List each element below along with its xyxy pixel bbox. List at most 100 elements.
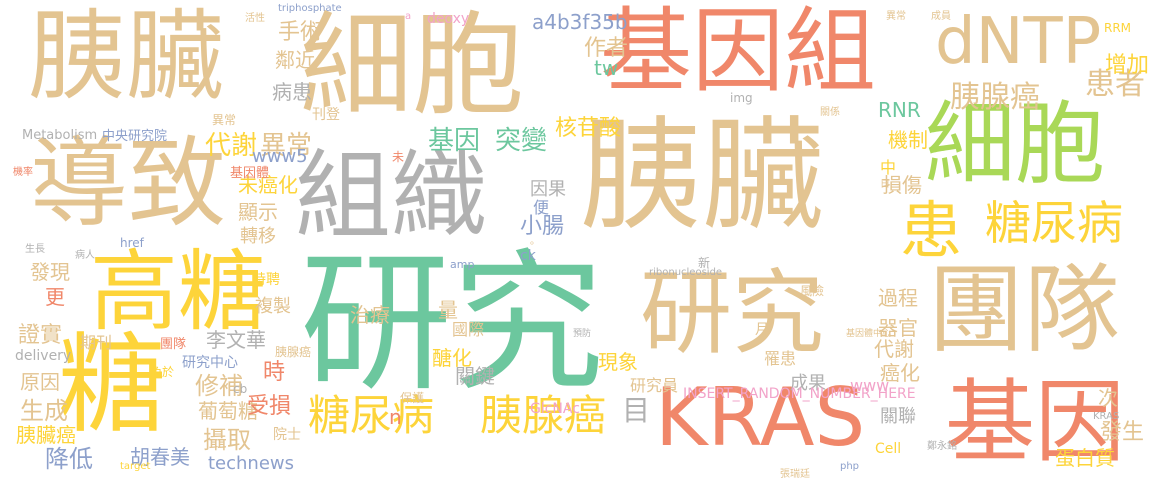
cloud-word: 治療 (350, 303, 390, 327)
cloud-word: 患 (900, 194, 963, 267)
cloud-word: 月 (755, 322, 769, 338)
cloud-word: 胰腺癌 (275, 345, 312, 359)
cloud-word: 新 (698, 256, 711, 270)
cloud-word: 罹患 (764, 349, 797, 368)
cloud-word: 增加 (1105, 53, 1150, 78)
cloud-word: tw (594, 56, 619, 80)
cloud-word: delivery (15, 348, 72, 364)
cloud-word: 糖尿病 (308, 391, 435, 440)
cloud-word: 胰腺癌 (950, 80, 1040, 115)
cloud-word: php (840, 461, 860, 472)
cloud-word: 代謝 (874, 337, 914, 361)
cloud-word: 研究中心 (182, 355, 238, 371)
cloud-word: GlcNAc (530, 401, 580, 417)
cloud-word: 手術 (278, 20, 323, 45)
cloud-word: 基因體中心 (846, 329, 892, 339)
cloud-word: 導致 (30, 127, 227, 241)
cloud-word: RRM (1104, 21, 1132, 35)
cloud-word: 研究 (300, 235, 604, 412)
cloud-word: 代謝 (205, 131, 258, 161)
cloud-word: 糖 (58, 323, 167, 448)
cloud-word: 異常 (212, 113, 237, 127)
cloud-word: 關係 (820, 107, 840, 118)
cloud-word: a4b3f35b (532, 10, 628, 34)
cloud-word: 機率 (13, 167, 33, 178)
cloud-word: 原因 (20, 370, 60, 394)
cloud-word: 細胞 (300, 1, 524, 131)
cloud-word: 目 (622, 394, 651, 427)
cloud-word: 團隊 (928, 254, 1120, 366)
cloud-word: 糖尿病 (985, 196, 1123, 250)
cloud-word: technews (208, 453, 295, 474)
cloud-word: 顯示 (238, 200, 278, 224)
cloud-word: 保護 (400, 391, 425, 405)
cloud-word: 基因體 (230, 166, 270, 181)
cloud-word: a (405, 11, 412, 22)
cloud-word: 胰腺癌 (480, 391, 607, 440)
cloud-word: 器官 (878, 316, 918, 340)
cloud-word: 風險 (800, 284, 825, 298)
cloud-word: 機制 (888, 128, 928, 152)
cloud-word: n (389, 405, 402, 429)
cloud-word: 基因 (428, 126, 481, 156)
cloud-word: 更 (45, 285, 65, 309)
cloud-word: 便 (533, 198, 550, 217)
cloud-word: 特聘 (252, 272, 280, 288)
cloud-word: 胡春美 (130, 445, 190, 469)
cloud-word: 鄰近 (275, 48, 315, 72)
cloud-word: 過程 (878, 286, 918, 310)
cloud-word: 研究員 (630, 376, 679, 395)
cloud-word: 時 (263, 360, 286, 385)
cloud-word: triphosphate (278, 3, 342, 14)
cloud-word: 量 (438, 298, 458, 322)
cloud-word: Cell (875, 441, 902, 457)
cloud-word: 突變 (495, 126, 548, 156)
cloud-word: KRAS (1093, 411, 1120, 422)
cloud-word: 成員 (931, 11, 951, 22)
cloud-word: 生長 (25, 244, 45, 255)
cloud-word: 病人 (75, 250, 95, 261)
cloud-word: href (120, 236, 144, 250)
cloud-word: 異常 (260, 131, 313, 161)
cloud-word: 基因 (945, 370, 1125, 475)
cloud-word: 關聯 (880, 406, 916, 427)
cloud-word: 活性 (245, 13, 265, 24)
cloud-word: 免於 (150, 365, 175, 379)
cloud-word: 細胞 (925, 92, 1105, 197)
cloud-word: 預防 (573, 329, 592, 339)
cloud-word: 團隊 (160, 337, 187, 352)
cloud-word: 未癌化 (238, 173, 298, 197)
cloud-word: 胰臟癌 (16, 423, 76, 447)
cloud-word: 降低 (45, 445, 93, 473)
cloud-word: 損傷 (882, 173, 922, 197)
cloud-word: 攝取 (203, 426, 251, 454)
cloud-word: 胰臟 (580, 105, 824, 247)
cloud-word: 李文華 (206, 328, 266, 352)
cloud-word: 組織 (295, 140, 487, 252)
cloud-word: 現象 (598, 350, 638, 374)
cloud-word: 中央研究院 (102, 129, 168, 144)
cloud-word: 日 (880, 179, 890, 190)
cloud-word: RNR (878, 98, 921, 122)
cloud-word: 核苷酸 (555, 116, 622, 141)
cloud-word: 轉移 (240, 226, 276, 247)
cloud-word: 發現 (30, 260, 70, 284)
cloud-word: 生成 (20, 397, 68, 425)
cloud-word: cb (233, 382, 248, 396)
cloud-word: www5 (252, 146, 308, 167)
cloud-word: ck (520, 248, 536, 264)
cloud-word: 證實 (18, 323, 63, 348)
cloud-word: 病患 (272, 80, 312, 104)
cloud-word: 高糖 (90, 240, 267, 343)
cloud-word: 作者 (584, 36, 629, 61)
cloud-word: 發生 (1100, 420, 1145, 445)
cloud-word: 胰臟 (28, 0, 225, 114)
cloud-word: 鄭永銘 (927, 441, 957, 452)
cloud-word: www (850, 376, 890, 395)
cloud-word: 國際 (452, 320, 485, 339)
cloud-word: 次 (1098, 386, 1118, 410)
cloud-word: Metabolism (22, 128, 98, 143)
cloud-word: 葡萄糖 (198, 399, 258, 423)
cloud-word: 異常 (886, 11, 906, 22)
